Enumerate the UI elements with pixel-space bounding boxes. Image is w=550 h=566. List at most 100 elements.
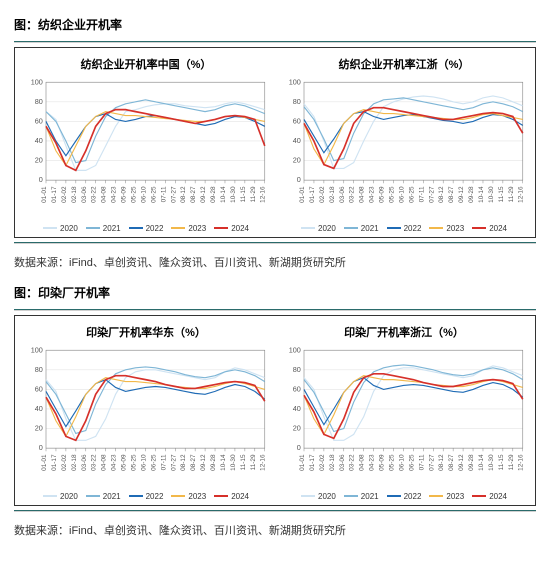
svg-text:01-17: 01-17 [309, 186, 316, 203]
svg-text:11-29: 11-29 [250, 454, 257, 470]
legend-item-2023: 2023 [429, 224, 464, 233]
svg-text:11-15: 11-15 [498, 186, 505, 202]
svg-text:40: 40 [35, 136, 43, 145]
legend-label: 2020 [318, 492, 336, 501]
svg-text:01-17: 01-17 [51, 186, 58, 203]
series-2023 [46, 112, 265, 166]
svg-text:20: 20 [35, 156, 43, 165]
legend-swatch [129, 495, 143, 497]
legend-swatch [344, 227, 358, 229]
svg-text:07-27: 07-27 [170, 186, 177, 203]
legend-swatch [387, 495, 401, 497]
legend-item-2024: 2024 [472, 492, 507, 501]
svg-text:05-25: 05-25 [388, 454, 395, 471]
svg-text:04-23: 04-23 [111, 454, 118, 471]
svg-text:03-22: 03-22 [349, 186, 356, 203]
legend-label: 2020 [60, 492, 78, 501]
svg-text:02-18: 02-18 [329, 186, 336, 203]
svg-text:80: 80 [293, 97, 301, 106]
svg-text:11-15: 11-15 [498, 454, 505, 470]
chart-legend: 20202021202220232024 [301, 492, 507, 501]
legend-swatch [86, 495, 100, 497]
svg-text:60: 60 [293, 384, 301, 393]
svg-text:100: 100 [289, 77, 301, 86]
svg-text:11-29: 11-29 [508, 454, 515, 470]
legend-label: 2023 [446, 492, 464, 501]
legend-swatch [43, 495, 57, 497]
series-2020 [304, 96, 523, 168]
legend-label: 2024 [489, 224, 507, 233]
svg-text:05-25: 05-25 [130, 186, 137, 203]
svg-text:60: 60 [35, 384, 43, 393]
svg-text:80: 80 [35, 365, 43, 374]
svg-text:05-25: 05-25 [388, 186, 395, 203]
svg-text:0: 0 [297, 175, 301, 184]
legend-swatch [429, 495, 443, 497]
svg-text:08-27: 08-27 [190, 454, 197, 471]
svg-text:07-11: 07-11 [418, 454, 425, 470]
svg-text:04-23: 04-23 [369, 454, 376, 471]
chart-panel: 纺织企业开机率中国（%）02040608010001-0101-1702-020… [14, 47, 536, 238]
legend-item-2022: 2022 [387, 492, 422, 501]
chart-legend: 20202021202220232024 [43, 492, 249, 501]
legend-item-2020: 2020 [301, 492, 336, 501]
svg-text:0: 0 [39, 175, 43, 184]
svg-text:06-10: 06-10 [140, 454, 147, 471]
legend-swatch [344, 495, 358, 497]
svg-text:05-09: 05-09 [121, 454, 128, 471]
svg-text:04-23: 04-23 [369, 186, 376, 203]
legend-swatch [43, 227, 57, 229]
legend-item-2023: 2023 [429, 492, 464, 501]
svg-text:01-01: 01-01 [299, 186, 306, 203]
legend-label: 2021 [103, 492, 121, 501]
svg-text:12-16: 12-16 [260, 186, 267, 203]
legend-swatch [214, 227, 228, 229]
legend-label: 2024 [231, 492, 249, 501]
svg-text:01-17: 01-17 [309, 454, 316, 471]
svg-text:20: 20 [293, 423, 301, 432]
line-chart: 02040608010001-0101-1702-0202-1803-0603-… [279, 76, 529, 222]
svg-text:02-18: 02-18 [71, 454, 78, 471]
svg-text:09-12: 09-12 [458, 454, 465, 471]
chart-title: 印染厂开机率浙江（%） [344, 324, 464, 340]
svg-text:04-08: 04-08 [101, 186, 108, 203]
legend-item-2021: 2021 [86, 492, 121, 501]
legend-label: 2024 [231, 224, 249, 233]
legend-swatch [129, 227, 143, 229]
legend-item-2024: 2024 [214, 224, 249, 233]
legend-label: 2022 [404, 492, 422, 501]
svg-text:05-09: 05-09 [379, 186, 386, 203]
chart-legend: 20202021202220232024 [301, 224, 507, 233]
chart-panel: 印染厂开机率华东（%）02040608010001-0101-1702-0202… [14, 315, 536, 506]
svg-text:10-30: 10-30 [488, 186, 495, 203]
svg-text:04-08: 04-08 [359, 454, 366, 471]
svg-text:04-08: 04-08 [359, 186, 366, 203]
svg-text:01-01: 01-01 [41, 454, 48, 471]
sub-chart: 纺织企业开机率中国（%）02040608010001-0101-1702-020… [21, 56, 271, 233]
svg-text:12-16: 12-16 [260, 454, 267, 471]
svg-text:80: 80 [293, 365, 301, 374]
legend-swatch [86, 227, 100, 229]
legend-swatch [387, 227, 401, 229]
svg-text:03-06: 03-06 [81, 186, 88, 203]
svg-text:01-17: 01-17 [51, 454, 58, 471]
svg-text:20: 20 [293, 156, 301, 165]
legend-item-2020: 2020 [43, 224, 78, 233]
legend-label: 2020 [318, 224, 336, 233]
svg-text:100: 100 [31, 345, 43, 354]
svg-text:08-12: 08-12 [438, 454, 445, 471]
svg-text:02-02: 02-02 [61, 454, 68, 471]
svg-text:0: 0 [297, 443, 301, 452]
legend-swatch [472, 227, 486, 229]
svg-text:40: 40 [35, 404, 43, 413]
svg-text:09-28: 09-28 [210, 454, 217, 471]
legend-swatch [171, 495, 185, 497]
svg-text:04-23: 04-23 [111, 186, 118, 203]
series-2021 [304, 98, 523, 161]
sub-chart: 印染厂开机率浙江（%）02040608010001-0101-1702-0202… [279, 324, 529, 501]
sub-chart: 印染厂开机率华东（%）02040608010001-0101-1702-0202… [21, 324, 271, 501]
legend-label: 2021 [361, 224, 379, 233]
svg-text:05-09: 05-09 [121, 186, 128, 203]
legend-item-2024: 2024 [214, 492, 249, 501]
svg-text:02-02: 02-02 [61, 186, 68, 203]
